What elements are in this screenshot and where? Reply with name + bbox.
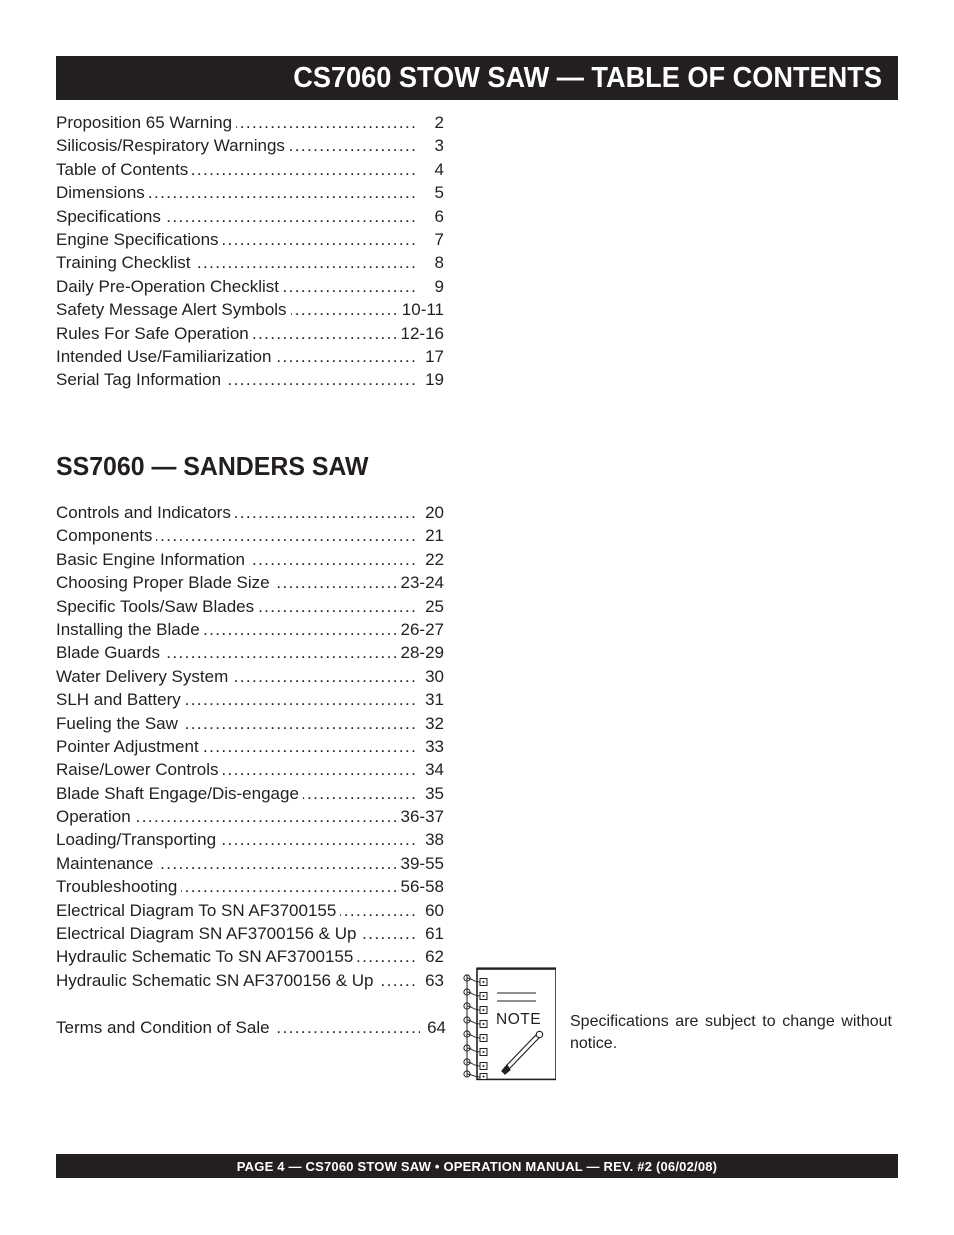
svg-text:NOTE: NOTE: [496, 1011, 541, 1028]
